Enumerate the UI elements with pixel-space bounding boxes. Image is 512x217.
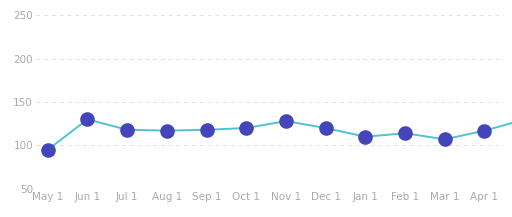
Point bbox=[480, 129, 488, 132]
Point bbox=[202, 128, 210, 132]
Point bbox=[242, 126, 250, 130]
Point bbox=[163, 129, 171, 132]
Point bbox=[322, 126, 330, 130]
Point bbox=[441, 138, 449, 141]
Point bbox=[282, 119, 290, 123]
Point bbox=[44, 148, 52, 151]
Point bbox=[361, 135, 370, 138]
Point bbox=[123, 128, 131, 132]
Point bbox=[83, 118, 92, 121]
Point bbox=[401, 132, 409, 135]
